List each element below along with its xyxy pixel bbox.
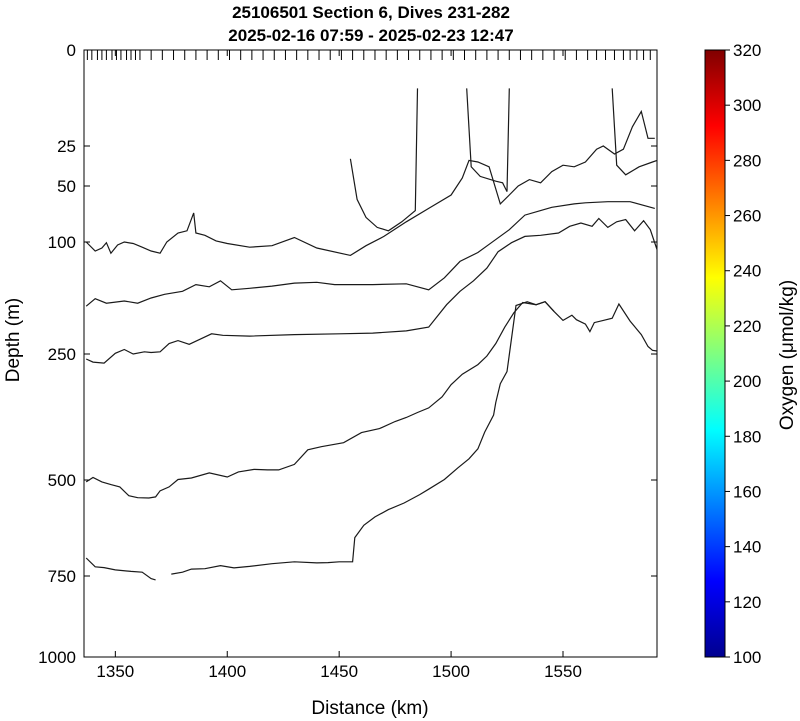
colorbar-label: Oxygen (μmol/kg) — [777, 280, 798, 430]
y-axis-label: Depth (m) — [3, 298, 24, 382]
contour-line — [85, 217, 658, 364]
chart-title-line-1: 25106501 Section 6, Dives 231-282 — [232, 3, 510, 22]
plot-area — [83, 49, 658, 658]
x-tick-label: 1550 — [544, 662, 582, 681]
colorbar-tick-label: 220 — [733, 317, 761, 336]
colorbar-tick-label: 200 — [733, 372, 761, 391]
colorbar-tick-label: 300 — [733, 96, 761, 115]
contour-line — [85, 201, 655, 307]
x-axis-label: Distance (km) — [311, 698, 428, 719]
colorbar-tick-label: 180 — [733, 427, 761, 446]
colorbar-tick-label: 160 — [733, 482, 761, 501]
colorbar-tick-label: 120 — [733, 593, 761, 612]
y-tick-label: 750 — [48, 567, 76, 586]
y-tick-label: 100 — [48, 233, 76, 252]
y-tick-label: 1000 — [38, 648, 76, 667]
colorbar-tick-label: 140 — [733, 538, 761, 557]
x-tick-label: 1400 — [208, 662, 246, 681]
contour-line — [85, 557, 156, 581]
y-axis: 0 25 50 100 250 500 750 1000 — [38, 41, 657, 667]
colorbar-ticks: 100 120 140 160 180 200 220 240 260 280 300 320 — [725, 41, 761, 667]
y-tick-label: 250 — [48, 345, 76, 364]
colorbar-tick-label: 240 — [733, 262, 761, 281]
contour-line — [85, 109, 655, 257]
y-tick-label: 50 — [57, 177, 76, 196]
contour-line — [466, 88, 510, 192]
colorbar-tick-label: 100 — [733, 648, 761, 667]
colorbar-tick-label: 280 — [733, 151, 761, 170]
x-tick-label: 1350 — [96, 662, 134, 681]
contour-lines — [85, 88, 658, 581]
x-tick-label: 1450 — [320, 662, 358, 681]
colorbar-tick-label: 260 — [733, 207, 761, 226]
colorbar — [704, 49, 726, 658]
colorbar-tick-label: 320 — [733, 41, 761, 60]
dive-position-ticks — [86, 50, 651, 60]
x-tick-label: 1500 — [432, 662, 470, 681]
contour-line — [171, 301, 555, 575]
x-axis: 1350 1400 1450 1500 1550 — [96, 50, 582, 681]
y-tick-label: 0 — [67, 41, 76, 60]
chart-title-line-2: 2025-02-16 07:59 - 2025-02-23 12:47 — [228, 26, 513, 45]
contour-line — [611, 88, 658, 176]
contour-line — [349, 88, 419, 232]
y-tick-label: 25 — [57, 137, 76, 156]
contour-line — [85, 301, 658, 499]
y-tick-label: 500 — [48, 471, 76, 490]
